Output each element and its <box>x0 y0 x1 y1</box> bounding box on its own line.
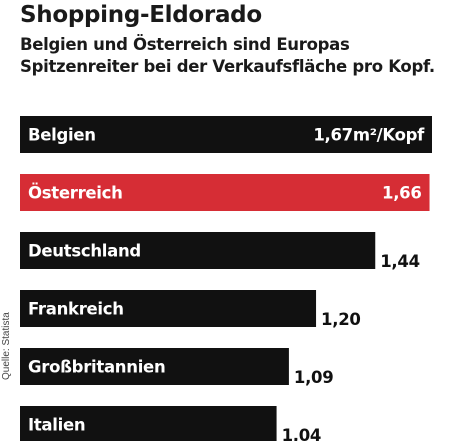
value-label-0: 1,67m²/Kopf <box>313 126 425 145</box>
value-label-3: 1,20 <box>321 310 361 329</box>
value-label-5: 1,04 <box>282 426 322 441</box>
chart-subtitle: Belgien und Österreich sind Europas Spit… <box>20 35 435 76</box>
value-label-2: 1,44 <box>380 252 420 271</box>
category-label-2: Deutschland <box>28 242 141 261</box>
value-label-4: 1,09 <box>294 368 334 387</box>
bar-3 <box>20 290 317 327</box>
category-label-0: Belgien <box>28 126 96 145</box>
bar-0 <box>20 116 432 153</box>
category-label-5: Italien <box>28 416 85 435</box>
bar-2 <box>20 232 376 269</box>
chart-title: Shopping-Eldorado <box>20 2 262 28</box>
bar-4 <box>20 348 289 385</box>
bar-5 <box>20 406 277 441</box>
category-label-1: Österreich <box>28 184 123 203</box>
category-label-4: Großbritannien <box>28 358 165 377</box>
category-label-3: Frankreich <box>28 300 124 319</box>
bar-1 <box>20 174 430 211</box>
value-label-1: 1,66 <box>382 184 422 203</box>
